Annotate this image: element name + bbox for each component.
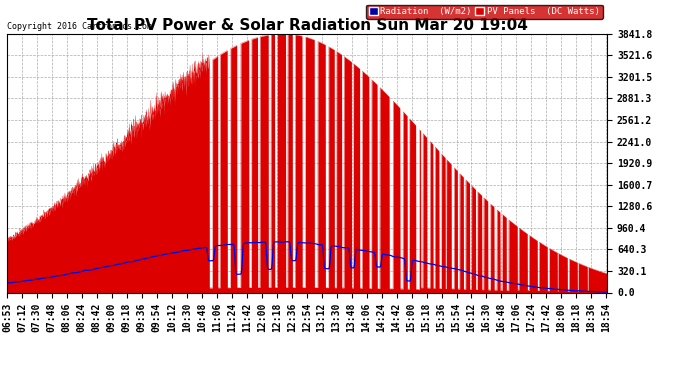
Legend: Radiation  (W/m2), PV Panels  (DC Watts): Radiation (W/m2), PV Panels (DC Watts)	[366, 4, 602, 19]
Title: Total PV Power & Solar Radiation Sun Mar 20 19:04: Total PV Power & Solar Radiation Sun Mar…	[87, 18, 527, 33]
Text: Copyright 2016 Cartronics.com: Copyright 2016 Cartronics.com	[7, 22, 152, 31]
